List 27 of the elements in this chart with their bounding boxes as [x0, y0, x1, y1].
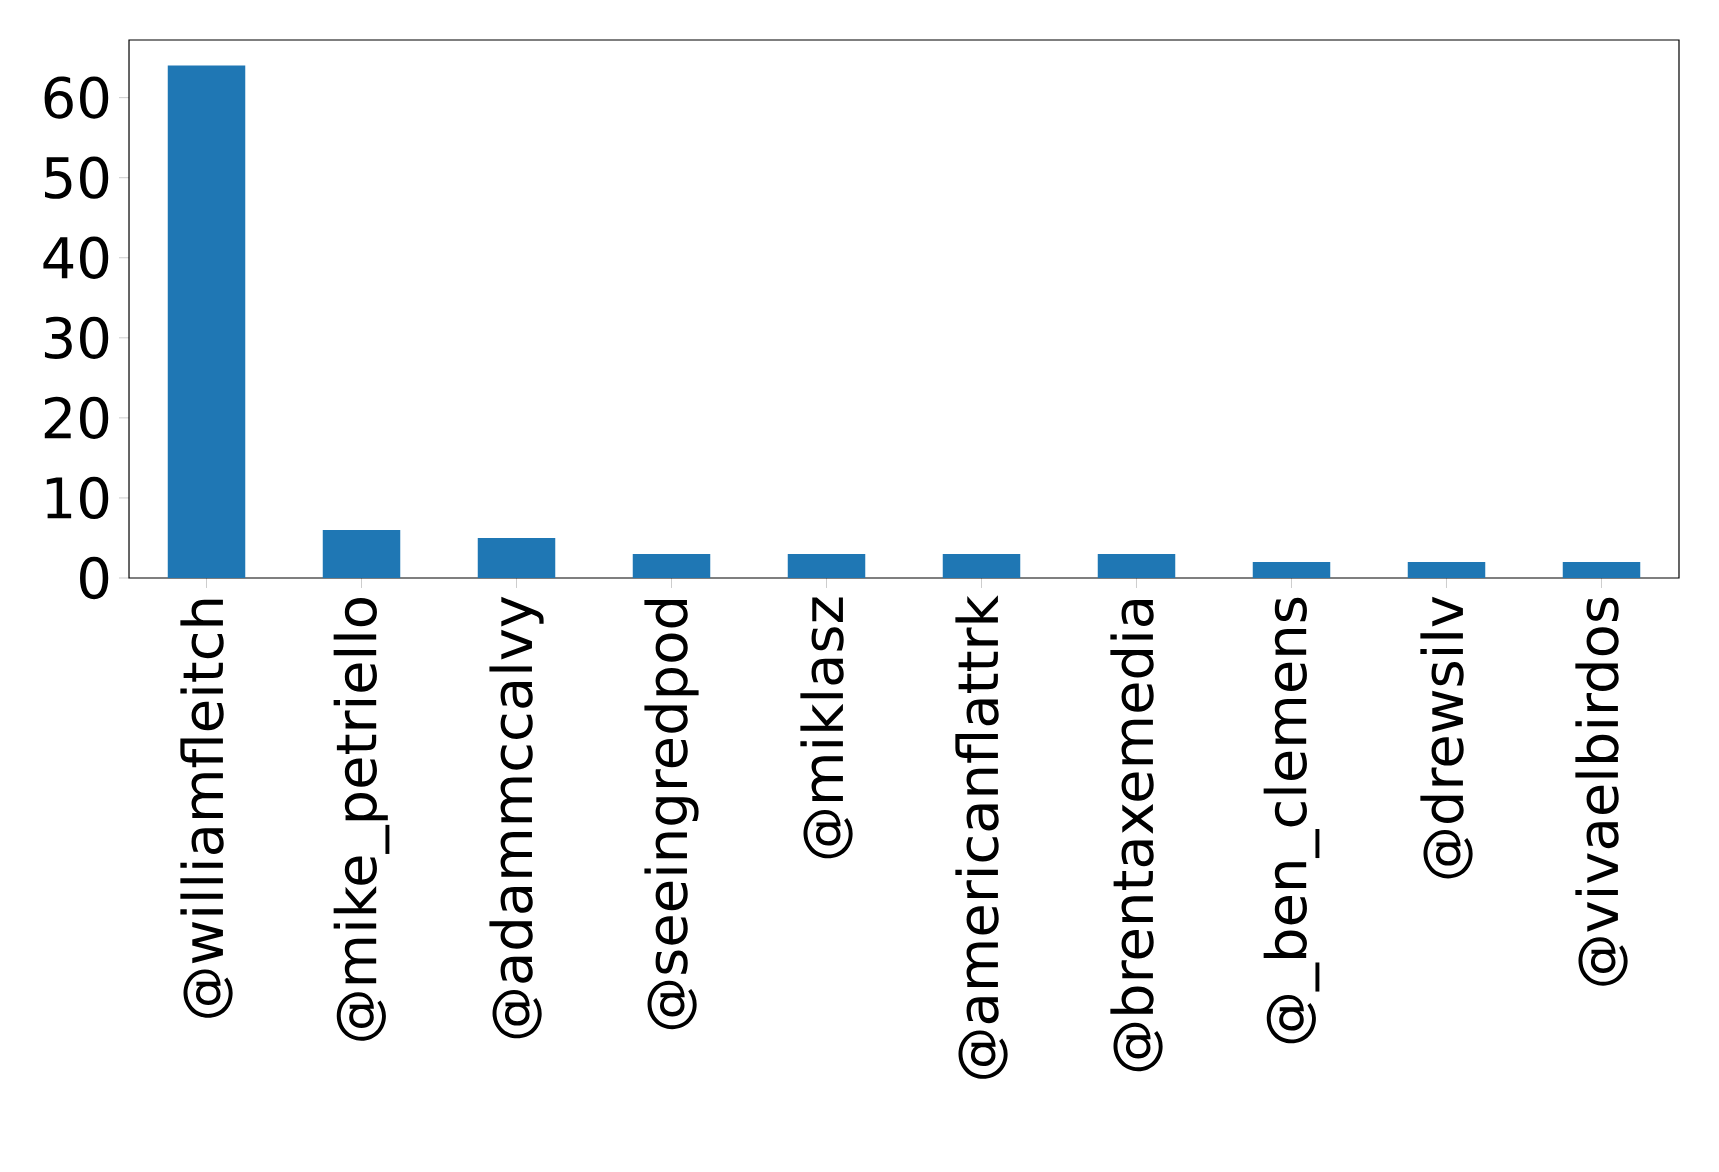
x-tick-label: @seeingredpod [644, 600, 699, 1030]
x-tick-label: @_ben_clemens [1263, 597, 1320, 1044]
y-tick-label: 40 [43, 236, 109, 279]
x-tick-label: @williamfleitch [180, 599, 233, 1018]
y-tick-label: 50 [45, 156, 109, 199]
bar [632, 553, 711, 578]
bar [787, 553, 866, 578]
bar [1097, 553, 1176, 578]
x-tick-label: @adammccalvy [489, 596, 544, 1039]
y-tick-label: 20 [44, 396, 109, 440]
bar [1407, 561, 1486, 578]
bar [477, 537, 556, 578]
bar [1562, 561, 1641, 578]
bar [942, 553, 1021, 578]
x-tick-label: @miklasz [800, 597, 853, 859]
y-tick-label: 60 [44, 76, 109, 119]
bar [167, 65, 246, 578]
bar [322, 529, 401, 578]
x-tick-label: @vivaelbirdos [1575, 597, 1628, 986]
bar [1252, 561, 1331, 578]
x-tick-label: @brentaxemedia [1110, 600, 1163, 1072]
y-tick-label: 30 [44, 316, 109, 359]
x-tick-label: @drewsilv [1420, 596, 1473, 879]
y-tick-label: 10 [46, 476, 109, 520]
x-tick-label: @americanflattrk [955, 595, 1008, 1079]
y-tick-label: 0 [80, 556, 109, 600]
x-tick-label: @mike_petriello [333, 598, 390, 1041]
